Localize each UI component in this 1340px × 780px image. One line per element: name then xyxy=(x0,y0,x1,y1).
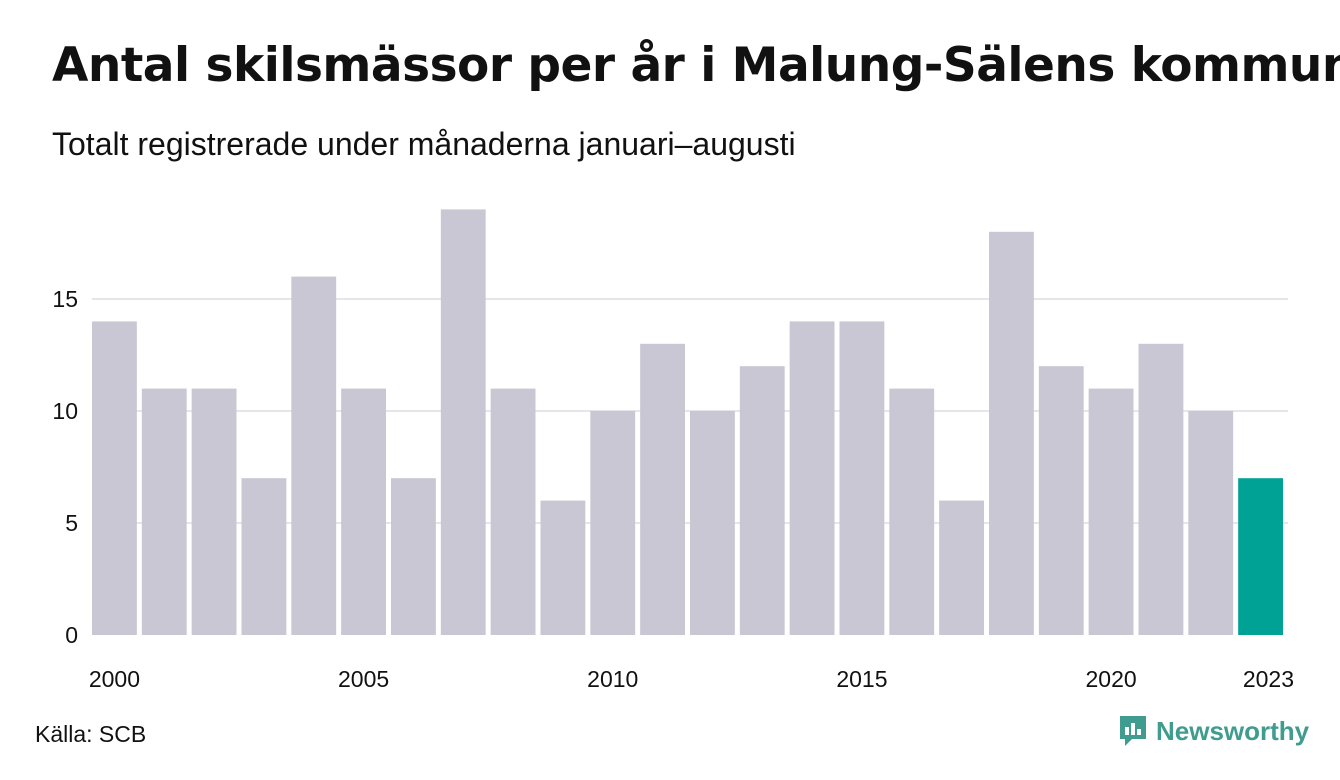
y-tick-label: 0 xyxy=(65,622,78,648)
bar-2010 xyxy=(590,411,636,635)
bar-2019 xyxy=(1038,366,1084,635)
bar-2018 xyxy=(989,231,1034,636)
bar-2016 xyxy=(889,388,935,635)
bar-2011 xyxy=(640,343,685,635)
bar-2006 xyxy=(391,478,436,635)
bar-2020 xyxy=(1088,388,1134,635)
x-tick-label: 2010 xyxy=(587,666,638,692)
bar-2008 xyxy=(490,388,536,635)
bar-2014 xyxy=(789,321,835,635)
bar-2015 xyxy=(839,321,885,635)
x-tick-label: 2000 xyxy=(89,666,140,692)
bar-2017 xyxy=(939,500,984,635)
bar-2004 xyxy=(291,276,337,635)
bar-2012 xyxy=(690,411,735,635)
y-tick-label: 15 xyxy=(52,286,78,312)
x-tick-label: 2005 xyxy=(338,666,389,692)
bar-2022 xyxy=(1188,411,1234,635)
brand-name: Newsworthy xyxy=(1156,715,1310,746)
bar-2000 xyxy=(92,321,137,635)
bar-2007 xyxy=(440,209,486,635)
y-tick-label: 5 xyxy=(65,510,78,536)
y-tick-label: 10 xyxy=(52,398,78,424)
newsworthy-brand[interactable]: Newsworthy xyxy=(1118,714,1309,748)
bar-2005 xyxy=(341,388,386,635)
bar-2021 xyxy=(1138,343,1184,635)
x-axis-ticks: 2000 2005 2010 2015 2020 2023 xyxy=(89,666,1294,692)
bar-2013 xyxy=(739,366,785,635)
newsworthy-logo-icon xyxy=(1118,714,1148,748)
bar-2009 xyxy=(540,500,586,635)
bar-2001 xyxy=(141,388,187,635)
y-axis-ticks: 0 5 10 15 xyxy=(52,286,78,648)
chart-title: Antal skilsmässor per år i Malung-Sälens… xyxy=(52,38,1340,93)
x-tick-label: 2015 xyxy=(836,666,887,692)
bar-2003 xyxy=(241,478,287,635)
chart-subtitle: Totalt registrerade under månaderna janu… xyxy=(52,126,796,162)
source-note: Källa: SCB xyxy=(35,721,147,747)
bars xyxy=(92,209,1283,636)
x-tick-label: 2020 xyxy=(1085,666,1136,692)
bar-2002 xyxy=(191,388,237,635)
bar-2023 xyxy=(1238,478,1283,635)
x-tick-label: 2023 xyxy=(1243,666,1294,692)
